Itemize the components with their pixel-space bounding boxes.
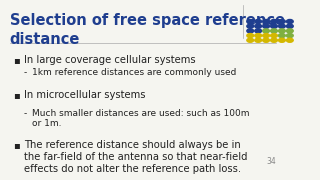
Text: In large coverage cellular systems: In large coverage cellular systems xyxy=(24,55,196,65)
Circle shape xyxy=(263,29,269,33)
Circle shape xyxy=(247,38,254,42)
Text: ▪: ▪ xyxy=(13,55,20,65)
Text: distance: distance xyxy=(10,31,80,47)
Circle shape xyxy=(286,29,293,33)
Text: ▪: ▪ xyxy=(13,90,20,100)
Circle shape xyxy=(263,19,269,24)
Text: 34: 34 xyxy=(266,157,276,166)
Circle shape xyxy=(286,38,293,42)
Text: Selection of free space reference: Selection of free space reference xyxy=(10,13,285,28)
Circle shape xyxy=(263,33,269,38)
Circle shape xyxy=(247,29,254,33)
Circle shape xyxy=(278,38,285,42)
Text: -: - xyxy=(24,109,27,118)
Text: Much smaller distances are used: such as 100m
or 1m.: Much smaller distances are used: such as… xyxy=(33,109,250,128)
Circle shape xyxy=(271,24,277,28)
Circle shape xyxy=(255,24,261,28)
Circle shape xyxy=(271,29,277,33)
Text: The reference distance should always be in
the far-field of the antenna so that : The reference distance should always be … xyxy=(24,140,247,174)
Circle shape xyxy=(247,19,254,24)
Circle shape xyxy=(263,38,269,42)
Circle shape xyxy=(263,24,269,28)
Text: 1km reference distances are commonly used: 1km reference distances are commonly use… xyxy=(33,68,237,77)
Circle shape xyxy=(247,33,254,38)
Circle shape xyxy=(278,33,285,38)
Circle shape xyxy=(255,33,261,38)
Circle shape xyxy=(271,33,277,38)
Circle shape xyxy=(278,19,285,24)
Circle shape xyxy=(286,24,293,28)
Circle shape xyxy=(255,29,261,33)
Text: ▪: ▪ xyxy=(13,140,20,150)
Text: In microcellular systems: In microcellular systems xyxy=(24,90,146,100)
Circle shape xyxy=(271,19,277,24)
Circle shape xyxy=(255,19,261,24)
Circle shape xyxy=(271,38,277,42)
Circle shape xyxy=(255,38,261,42)
Circle shape xyxy=(286,33,293,38)
Circle shape xyxy=(278,29,285,33)
Circle shape xyxy=(286,19,293,24)
Circle shape xyxy=(278,24,285,28)
Text: -: - xyxy=(24,68,27,77)
Circle shape xyxy=(247,24,254,28)
